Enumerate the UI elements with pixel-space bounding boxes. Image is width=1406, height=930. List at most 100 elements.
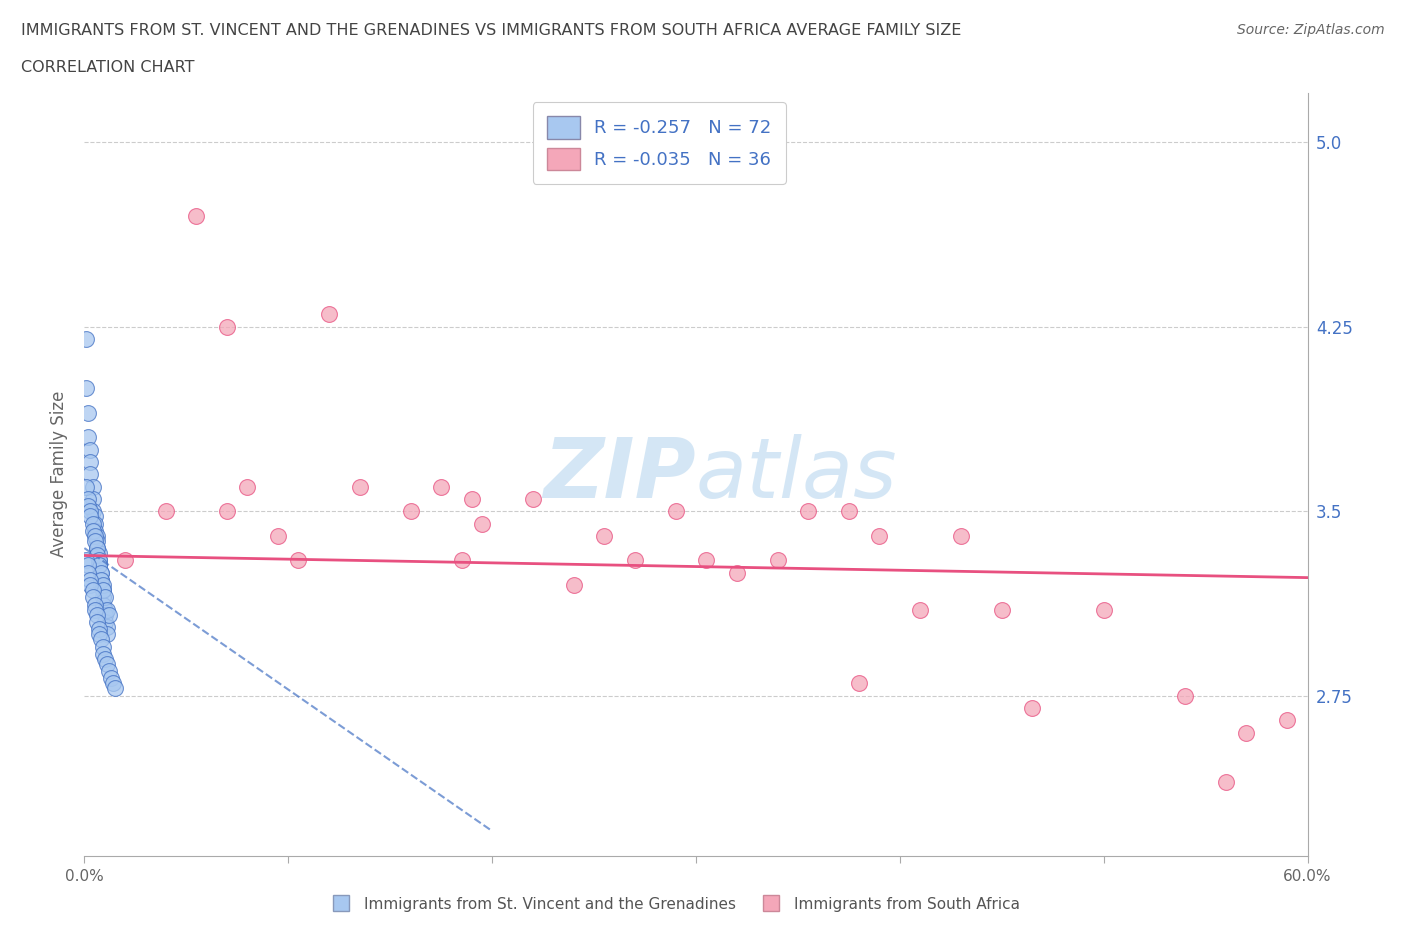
Point [86,528,108,543]
Point [75,479,97,494]
Point [79,509,101,524]
Point [461,491,484,506]
Point [91,590,114,604]
Point [100,671,122,686]
Point [82,590,104,604]
Point [1092,602,1115,617]
Point [1236,725,1258,740]
Point [83,528,105,543]
Point [90,573,112,588]
Point [318,307,340,322]
Point [797,504,820,519]
Point [93,607,115,622]
Point [950,528,973,543]
Point [83,509,105,524]
Point [90,565,112,580]
Text: IMMIGRANTS FROM ST. VINCENT AND THE GRENADINES VS IMMIGRANTS FROM SOUTH AFRICA A: IMMIGRANTS FROM ST. VINCENT AND THE GREN… [21,23,962,38]
Text: ZIP: ZIP [543,433,696,515]
Point [86,540,108,555]
Text: CORRELATION CHART: CORRELATION CHART [21,60,194,75]
Point [848,676,870,691]
Point [695,553,717,568]
Point [217,504,239,519]
Point [93,602,115,617]
Point [79,573,101,588]
Point [91,639,114,654]
Point [1174,688,1197,703]
Point [77,430,100,445]
Point [522,491,544,506]
Point [624,553,647,568]
Point [991,602,1014,617]
Point [838,504,860,519]
Point [83,602,105,617]
Point [83,524,105,538]
Point [86,548,108,563]
Point [77,565,100,580]
Point [75,380,97,395]
Point [93,615,115,630]
Point [82,479,104,494]
Point [186,208,208,223]
Point [97,607,120,622]
Point [910,602,932,617]
Point [217,319,239,334]
Point [104,681,127,696]
Point [93,651,115,666]
Point [101,676,124,691]
Point [82,524,104,538]
Point [79,455,101,470]
Point [471,516,494,531]
Point [91,578,114,592]
Point [82,516,104,531]
Point [91,646,114,661]
Point [96,627,118,642]
Point [82,504,104,519]
Point [87,627,110,642]
Legend: Immigrants from St. Vincent and the Grenadines, Immigrants from South Africa: Immigrants from St. Vincent and the Gren… [323,891,1026,918]
Point [97,664,120,679]
Point [96,657,118,671]
Point [96,602,118,617]
Point [77,498,100,513]
Point [90,573,112,588]
Point [86,533,108,548]
Point [87,622,110,637]
Point [83,597,105,612]
Text: atlas: atlas [696,433,897,515]
Point [75,553,97,568]
Legend: R = -0.257   N = 72, R = -0.035   N = 36: R = -0.257 N = 72, R = -0.035 N = 36 [533,102,786,184]
Point [766,553,789,568]
Point [86,615,108,630]
Point [725,565,748,580]
Point [77,491,100,506]
Point [90,565,112,580]
Point [1215,775,1237,790]
Text: Source: ZipAtlas.com: Source: ZipAtlas.com [1237,23,1385,37]
Point [450,553,472,568]
Point [287,553,309,568]
Point [90,631,112,646]
Point [399,504,422,519]
Point [77,558,100,573]
Point [593,528,616,543]
Point [91,597,114,612]
Point [83,516,105,531]
Point [562,578,585,592]
Point [91,582,114,597]
Point [79,578,101,592]
Point [1021,700,1043,715]
Point [155,504,177,519]
Point [87,546,110,561]
Point [1277,713,1299,728]
Point [267,528,290,543]
Point [87,553,110,568]
Point [79,504,101,519]
Point [86,540,108,555]
Point [114,553,136,568]
Point [430,479,453,494]
Point [82,491,104,506]
Point [86,607,108,622]
Point [77,405,100,420]
Point [79,467,101,482]
